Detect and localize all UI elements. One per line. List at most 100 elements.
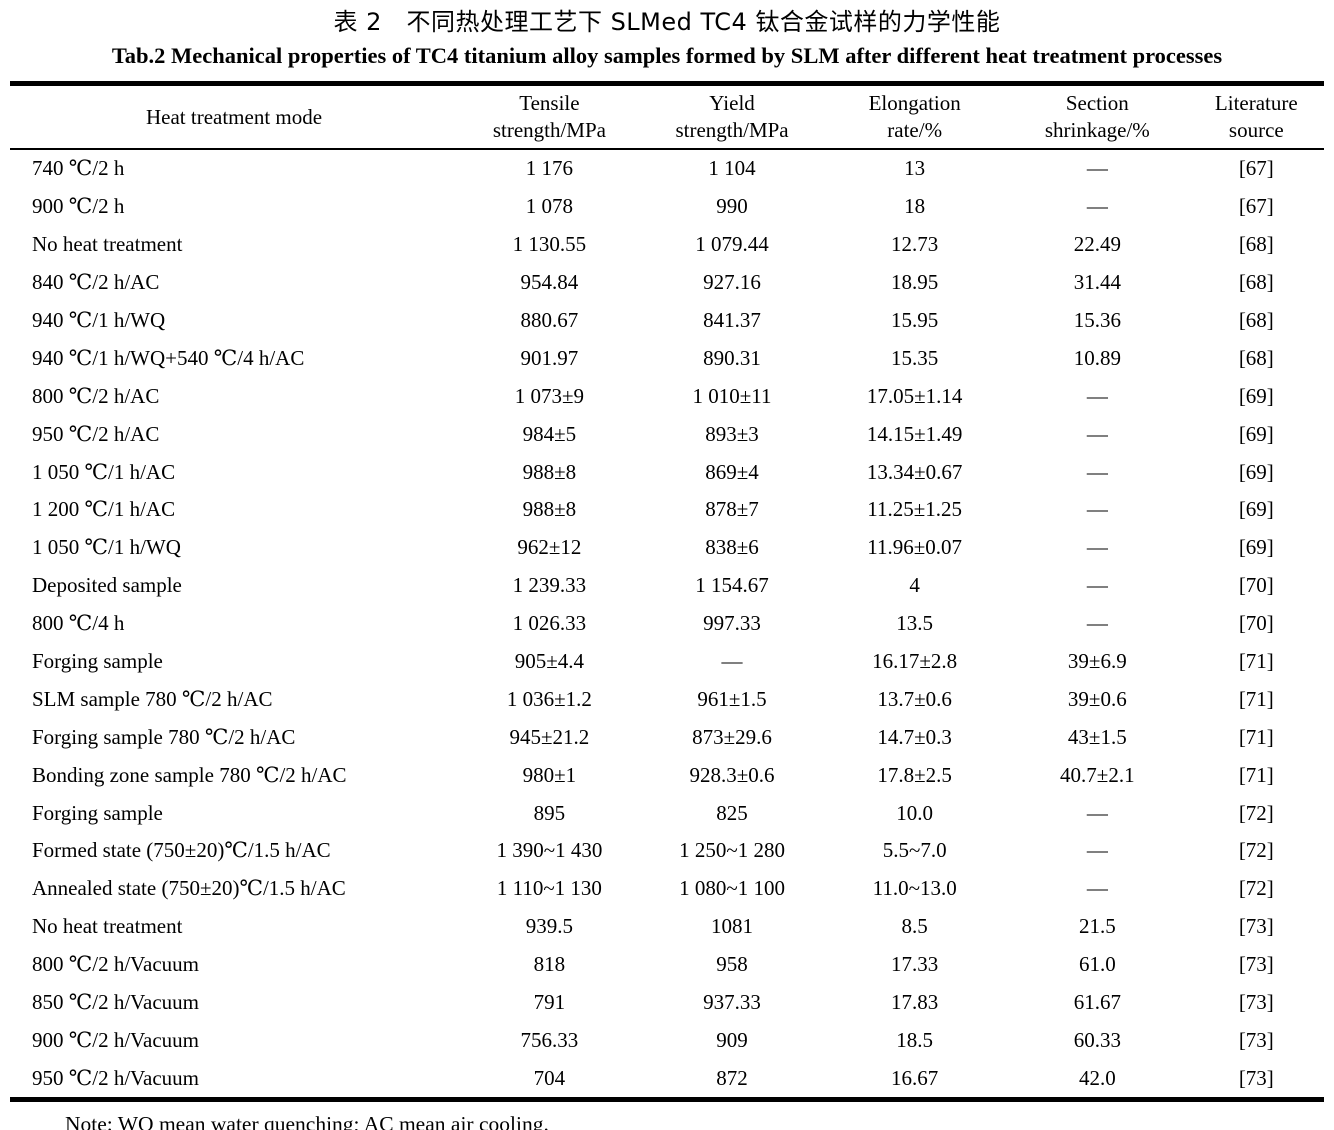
column-header-label: Section: [1065, 91, 1129, 115]
table-cell: 10.0: [896, 800, 934, 825]
table-cell: [69]: [1238, 535, 1274, 560]
table-cell: 31.44: [1073, 270, 1121, 295]
table-cell: 800 ℃/4 h: [32, 611, 125, 636]
table-cell: 905±4.4: [514, 649, 585, 674]
table-cell: No heat treatment: [32, 914, 183, 939]
table-cell: 939.5: [525, 914, 574, 939]
table-cell: [72]: [1238, 800, 1274, 825]
column-header-yield-strength: Yield strength/MPa: [640, 83, 824, 150]
table-cell: 950 ℃/2 h/AC: [32, 421, 160, 446]
table-caption-en: Tab.2 Mechanical properties of TC4 titan…: [111, 43, 1223, 68]
column-header-label: Elongation: [868, 91, 961, 115]
table-cell: 880.67: [520, 308, 579, 332]
table-cell: 61.67: [1073, 990, 1121, 1015]
table-cell: 900 ℃/2 h: [32, 194, 125, 219]
table-cell: 1 079.44: [695, 232, 769, 257]
table-cell: 940 ℃/1 h/WQ: [32, 308, 166, 332]
table-row: 740 ℃/2 h 1 176 1 104 13 — [67]: [10, 149, 1324, 188]
table-cell: [73]: [1238, 990, 1274, 1015]
table-cell: 997.33: [703, 611, 761, 636]
table-cell: [68]: [1238, 345, 1274, 370]
table-cell: 895: [533, 800, 566, 825]
column-header-label: Heat treatment mode: [145, 104, 323, 129]
column-header-label: source: [1228, 118, 1284, 142]
column-header-label: strength/MPa: [675, 118, 789, 142]
table-cell: 825: [716, 800, 748, 825]
table-cell: Bonding zone sample 780 ℃/2 h/AC: [32, 762, 347, 787]
table-cell: 1 073±9: [514, 383, 585, 408]
table-cell: 878±7: [705, 497, 759, 522]
table-header-row: Heat treatment mode Tensile strength/MPa…: [10, 83, 1324, 150]
table-cell: 13.34±0.67: [866, 459, 963, 484]
table-cell: 1 036±1.2: [506, 686, 592, 711]
table-cell: —: [1086, 800, 1108, 825]
table-cell: 756.33: [520, 1027, 579, 1052]
table-row: 950 ℃/2 h/AC 984±5 893±3 14.15±1.49 — [69]: [10, 415, 1324, 453]
table-cell: —: [721, 649, 743, 674]
table-cell: 15.36: [1073, 308, 1121, 332]
table-cell: —: [1086, 156, 1108, 181]
table-cell: [71]: [1238, 724, 1274, 749]
table-cell: 1 050 ℃/1 h/AC: [32, 459, 176, 484]
table-cell: 18: [904, 194, 926, 219]
table-row: No heat treatment 939.5 1081 8.5 21.5 [73]: [10, 908, 1324, 946]
table-cell: [73]: [1238, 1065, 1274, 1090]
table-cell: 13.7±0.6: [877, 686, 952, 711]
table-cell: 10.89: [1073, 345, 1121, 370]
column-header-label: shrinkage/%: [1044, 118, 1150, 142]
table-row: 1 050 ℃/1 h/WQ 962±12 838±6 11.96±0.07 — [69]: [10, 529, 1324, 567]
table-cell: 940 ℃/1 h/WQ+540 ℃/4 h/AC: [32, 345, 305, 370]
table-cell: 1 010±11: [692, 383, 772, 408]
table-cell: 13.5: [896, 611, 934, 636]
table-cell: 791: [533, 990, 566, 1015]
table-cell: No heat treatment: [32, 232, 183, 257]
table-cell: 11.25±1.25: [867, 497, 963, 522]
table-cell: —: [1086, 497, 1108, 522]
table-cell: 12.73: [891, 232, 939, 257]
table-row: 1 050 ℃/1 h/AC 988±8 869±4 13.34±0.67 — [69]: [10, 453, 1324, 491]
table-cell: —: [1086, 535, 1108, 560]
table-cell: Formed state (750±20)℃/1.5 h/AC: [32, 838, 331, 863]
table-cell: 1 239.33: [512, 573, 587, 598]
table-cell: 990: [716, 194, 748, 219]
table-cell: 840 ℃/2 h/AC: [32, 270, 160, 295]
table-row: Forging sample 780 ℃/2 h/AC 945±21.2 873±2…: [10, 718, 1324, 756]
table-cell: 954.84: [520, 270, 579, 295]
table-cell: [73]: [1238, 1027, 1274, 1052]
table-cell: —: [1086, 383, 1108, 408]
table-cell: 961±1.5: [697, 686, 767, 711]
table-cell: 40.7±2.1: [1060, 762, 1135, 787]
table-cell: [69]: [1238, 459, 1274, 484]
table-cell: —: [1086, 838, 1108, 863]
table-cell: 4: [909, 573, 920, 598]
table-cell: —: [1086, 573, 1108, 598]
table-row: 850 ℃/2 h/Vacuum 791 937.33 17.83 61.67 [73]: [10, 984, 1324, 1022]
table-cell: 18.95: [891, 270, 939, 295]
table-cell: 61.0: [1078, 952, 1116, 977]
table-cell: [73]: [1238, 952, 1274, 977]
table-cell: 14.15±1.49: [866, 421, 963, 446]
table-cell: 1 176: [525, 156, 574, 181]
table-cell: —: [1086, 194, 1108, 219]
column-header-heat-treatment-mode: Heat treatment mode: [10, 83, 459, 150]
table-cell: 740 ℃/2 h: [32, 156, 125, 181]
table-cell: [71]: [1238, 649, 1274, 674]
table-row: 1 200 ℃/1 h/AC 988±8 878±7 11.25±1.25 — [69]: [10, 491, 1324, 529]
table-cell: 17.05±1.14: [866, 383, 963, 408]
table-cell: —: [1086, 421, 1108, 446]
table-cell: Forging sample: [32, 649, 163, 674]
table-row: Bonding zone sample 780 ℃/2 h/AC 980±1 928…: [10, 756, 1324, 794]
table-cell: 984±5: [522, 421, 577, 446]
table-cell: 927.16: [703, 270, 761, 295]
table-row: 900 ℃/2 h 1 078 990 18 — [67]: [10, 188, 1324, 226]
table-cell: 980±1: [522, 762, 577, 787]
table-cell: 18.5: [896, 1027, 934, 1052]
table-cell: Forging sample: [32, 800, 163, 825]
table-row: Deposited sample 1 239.33 1 154.67 4 — [70]: [10, 567, 1324, 605]
column-header-elongation-rate: Elongation rate/%: [823, 83, 1006, 150]
table-cell: 42.0: [1078, 1065, 1116, 1090]
table-cell: [69]: [1238, 383, 1274, 408]
table-row: 900 ℃/2 h/Vacuum 756.33 909 18.5 60.33 [73]: [10, 1021, 1324, 1059]
table-cell: 1 078: [525, 194, 574, 219]
table-cell: [71]: [1238, 762, 1274, 787]
